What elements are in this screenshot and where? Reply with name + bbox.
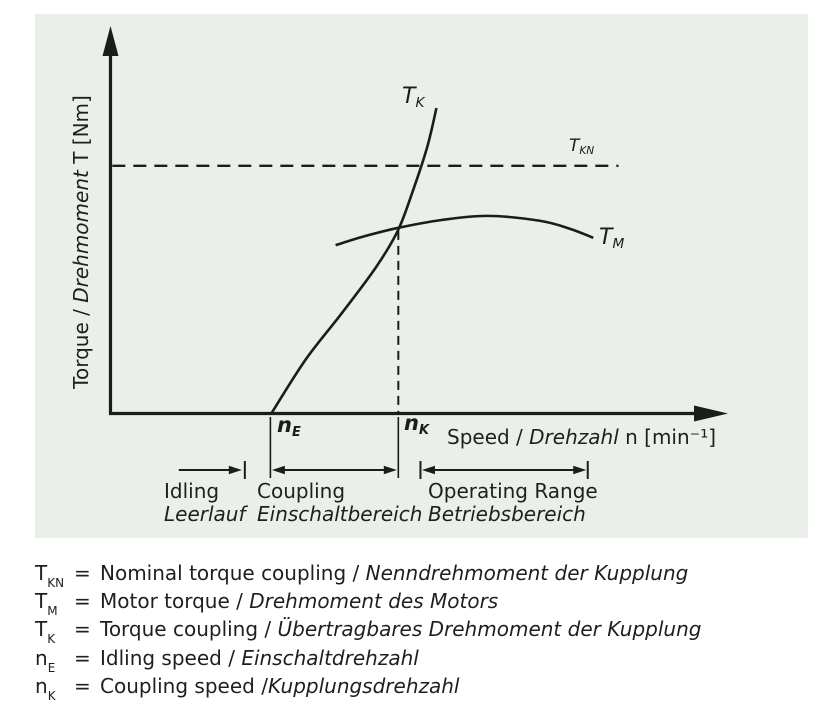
- range-label-idling-de: Leerlauf: [164, 501, 246, 526]
- legend-en: Motor torque /: [100, 589, 250, 614]
- curve-t_m: [335, 214, 594, 247]
- legend-en: Coupling speed /: [100, 673, 268, 698]
- y-axis-label: Torque / Drehmoment T [Nm]: [69, 95, 93, 389]
- legend-row-nk: nK = Coupling speed /Kupplungsdrehzahl: [35, 673, 460, 703]
- chart-curves: [112, 107, 619, 479]
- y-axis-arrow-icon: [102, 26, 119, 56]
- dimension-arrowhead-icon: [383, 465, 397, 475]
- legend-row-ne: nE = Idling speed / Einschaltdrehzahl: [35, 645, 419, 675]
- chart-panel: [35, 14, 808, 538]
- curve-t_k: [270, 107, 438, 414]
- y-axis-label-unit: T [Nm]: [69, 95, 93, 171]
- curve-label-tkn: TKN: [569, 136, 595, 158]
- x-axis-label: Speed / Drehzahl n [min⁻¹]: [447, 426, 716, 448]
- curve-label-tk: TK: [402, 84, 425, 112]
- curve-label-tm: TM: [599, 225, 625, 253]
- y-axis-label-en: Torque /: [69, 302, 93, 389]
- x-marker-label-nk: nK: [404, 411, 430, 439]
- dimension-arrowhead-icon: [421, 465, 435, 475]
- legend-row-tkn: TKN = Nominal torque coupling / Nenndreh…: [35, 561, 689, 590]
- dimension-arrowhead-icon: [228, 465, 242, 475]
- range-label-operating-en: Operating Range: [428, 479, 598, 503]
- x-axis-arrow-icon: [694, 405, 728, 422]
- legend-de: Einschaltdrehzahl: [241, 645, 419, 670]
- x-axis-label-de: Drehzahl: [529, 425, 619, 449]
- legend-de: Kupplungsdrehzahl: [267, 673, 460, 698]
- range-label-coupling-de: Einschaltbereich: [257, 501, 423, 526]
- legend-en: Torque coupling /: [100, 617, 278, 642]
- dimension-arrowhead-icon: [271, 465, 285, 475]
- legend-row-tk: TK = Torque coupling / Übertragbares Dre…: [35, 617, 702, 647]
- legend-row-tm: TM = Motor torque / Drehmoment des Motor…: [35, 589, 499, 619]
- range-label-idling: Idling Leerlauf: [164, 480, 246, 525]
- y-axis-label-de: Drehmoment: [69, 170, 93, 303]
- range-label-coupling: Coupling Einschaltbereich: [257, 480, 422, 525]
- legend-de: Übertragbares Drehmoment der Kupplung: [277, 617, 702, 642]
- x-marker-label-ne: nE: [277, 413, 301, 441]
- legend-de: Nenndrehmoment der Kupplung: [365, 561, 689, 585]
- legend: TKN = Nominal torque coupling / Nenndreh…: [35, 561, 702, 703]
- x-axis-label-en: Speed /: [447, 425, 530, 449]
- range-label-operating-de: Betriebsbereich: [428, 501, 586, 526]
- range-label-coupling-en: Coupling: [257, 479, 346, 503]
- x-axis-label-unit: n [min⁻¹]: [618, 425, 717, 449]
- legend-en: Idling speed /: [100, 645, 242, 670]
- range-label-operating: Operating Range Betriebsbereich: [428, 480, 598, 525]
- legend-en: Nominal torque coupling /: [100, 561, 366, 585]
- dimension-arrowhead-icon: [573, 465, 587, 475]
- legend-de: Drehmoment des Motors: [249, 589, 499, 614]
- range-label-idling-en: Idling: [164, 479, 220, 503]
